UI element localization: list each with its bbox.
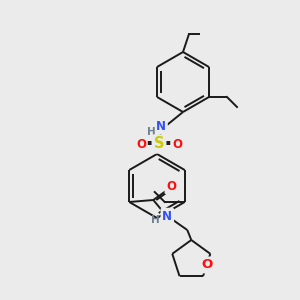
Text: H: H <box>151 215 160 225</box>
Text: S: S <box>154 136 164 152</box>
Text: N: N <box>162 209 172 223</box>
Text: O: O <box>166 179 176 193</box>
Text: H: H <box>147 127 155 137</box>
Text: O: O <box>201 259 212 272</box>
Text: O: O <box>136 137 146 151</box>
Text: N: N <box>156 119 166 133</box>
Text: O: O <box>172 137 182 151</box>
